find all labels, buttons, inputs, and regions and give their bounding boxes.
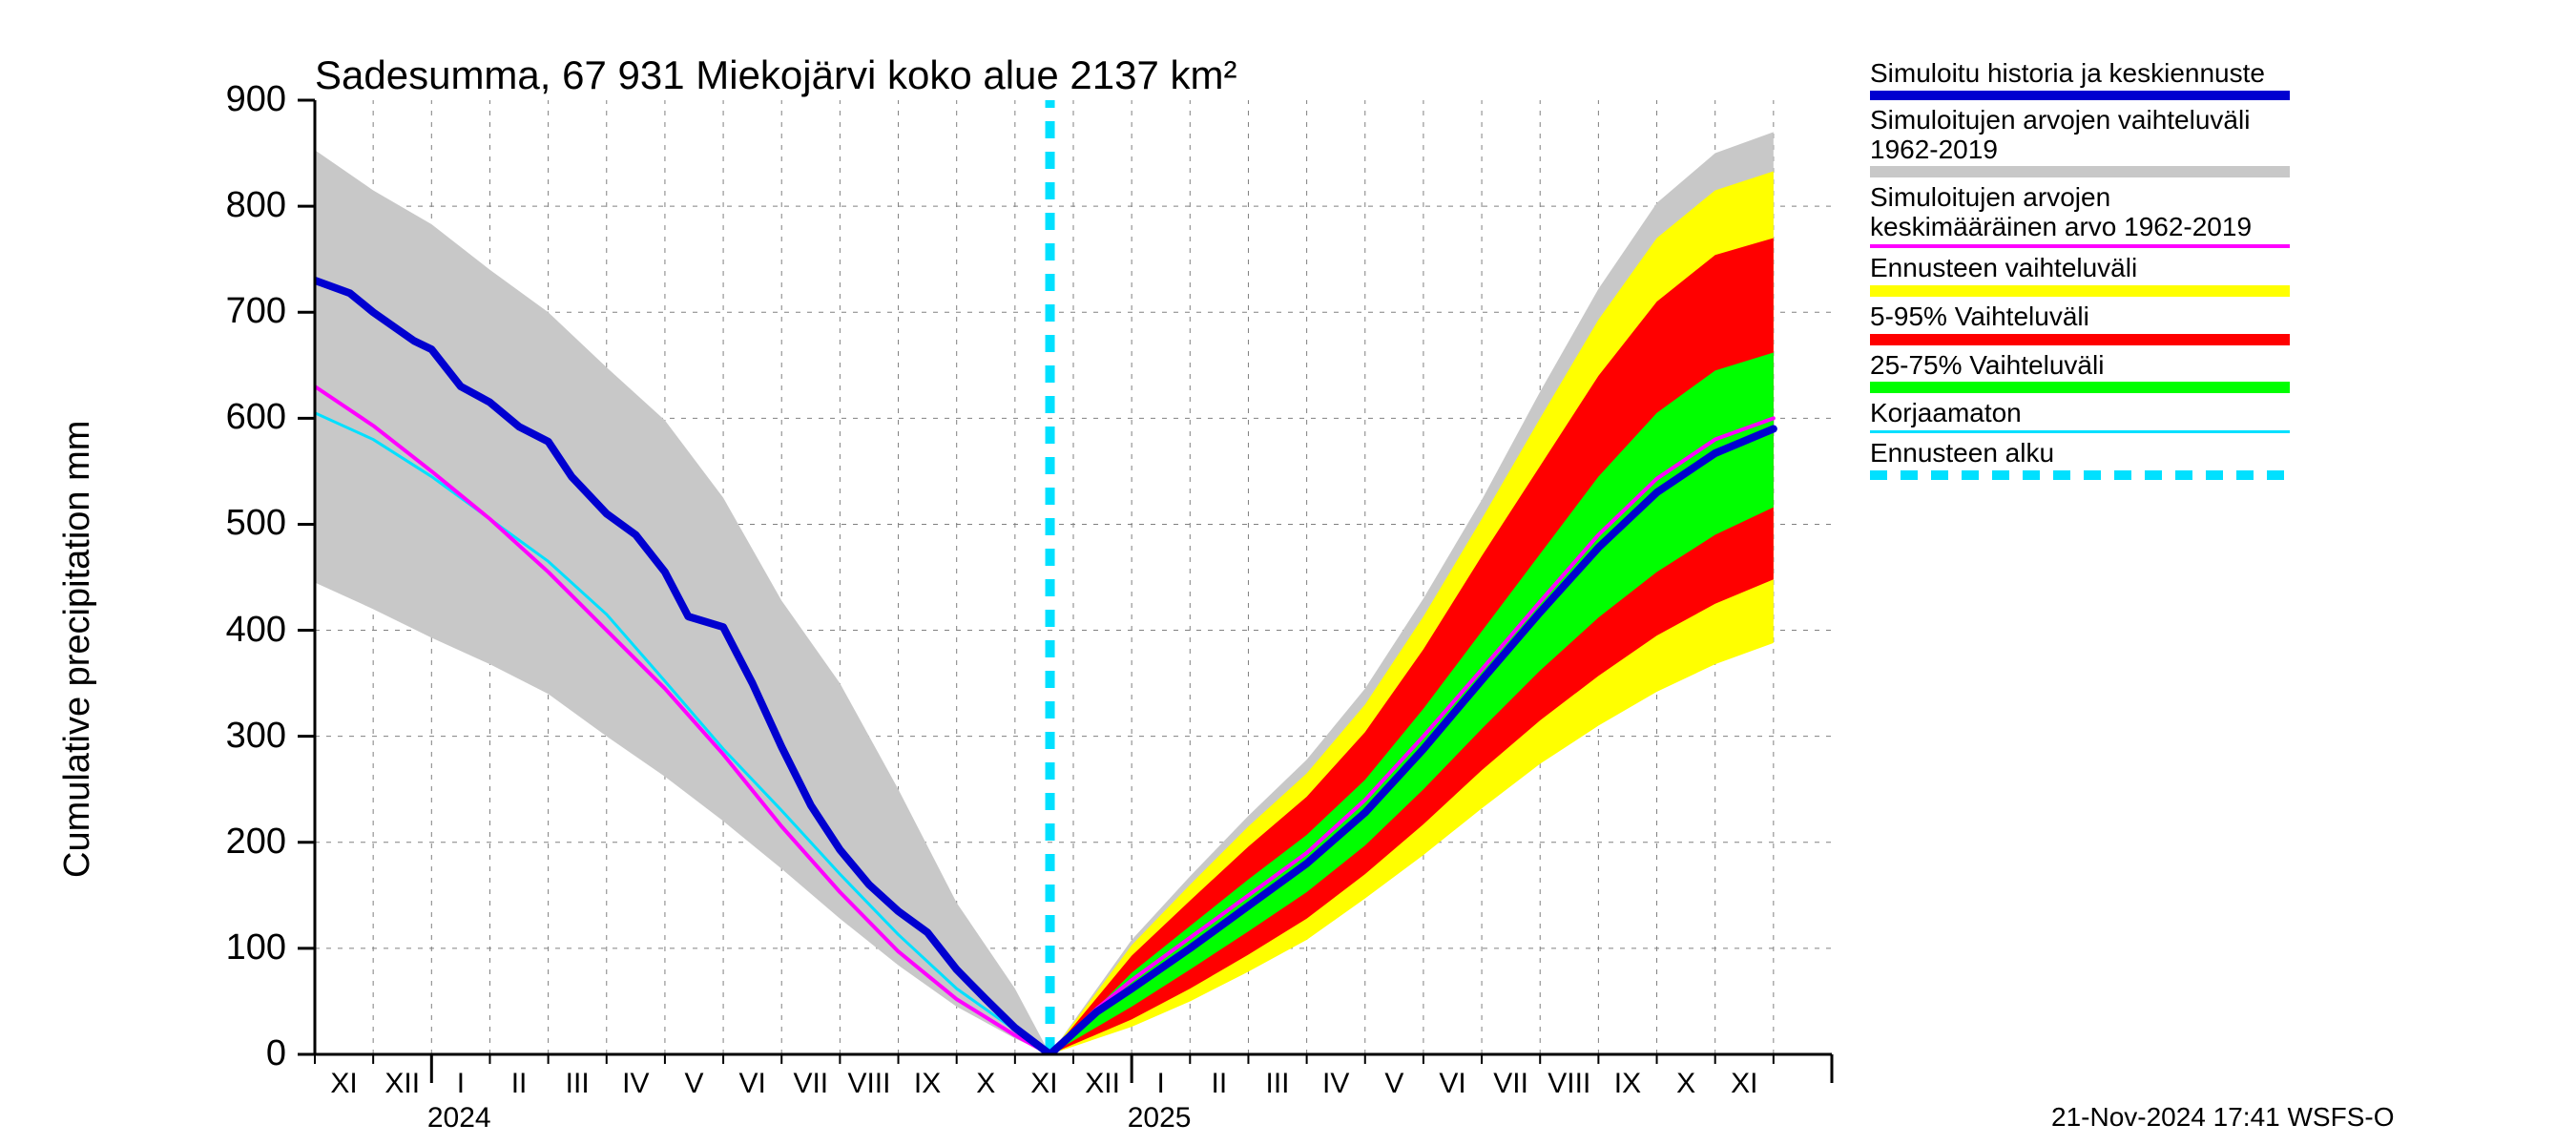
legend-item: Simuloitujen arvojen keskimääräinen arvo… (1870, 183, 2290, 248)
y-tick-label: 500 (200, 503, 286, 544)
legend-item: Ennusteen alku (1870, 439, 2290, 480)
precip-chart: Sadesumma, 67 931 Miekojärvi koko alue 2… (0, 0, 2576, 1145)
x-month-label: VII (1483, 1068, 1540, 1100)
legend-label: 25-75% Vaihteluväli (1870, 351, 2290, 381)
x-month-label: III (1249, 1068, 1306, 1100)
legend-swatch (1870, 166, 2290, 177)
legend-item: 25-75% Vaihteluväli (1870, 351, 2290, 394)
y-tick-label: 300 (200, 716, 286, 757)
x-month-label: XI (1015, 1068, 1072, 1100)
x-month-label: XI (1715, 1068, 1773, 1100)
x-month-label: X (957, 1068, 1014, 1100)
y-tick-label: 600 (200, 397, 286, 438)
x-month-label: I (432, 1068, 489, 1100)
y-tick-label: 100 (200, 927, 286, 968)
x-month-label: VII (782, 1068, 840, 1100)
legend: Simuloitu historia ja keskiennuste Simulo… (1870, 59, 2290, 486)
legend-label: Korjaamaton (1870, 399, 2290, 428)
x-month-label: VI (724, 1068, 781, 1100)
x-month-label: V (666, 1068, 723, 1100)
x-month-label: II (1191, 1068, 1248, 1100)
legend-swatch (1870, 382, 2290, 393)
x-month-label: X (1657, 1068, 1714, 1100)
y-tick-label: 200 (200, 822, 286, 863)
legend-swatch (1870, 470, 2290, 480)
x-year-label: 2025 (1128, 1102, 1192, 1135)
legend-swatch (1870, 244, 2290, 248)
timestamp: 21-Nov-2024 17:41 WSFS-O (2051, 1102, 2395, 1133)
x-month-label: IX (899, 1068, 956, 1100)
x-month-label: XI (316, 1068, 373, 1100)
x-month-label: VIII (1541, 1068, 1598, 1100)
x-month-label: I (1132, 1068, 1190, 1100)
y-tick-label: 800 (200, 185, 286, 226)
x-month-label: II (490, 1068, 548, 1100)
x-month-label: V (1365, 1068, 1423, 1100)
legend-item: Korjaamaton (1870, 399, 2290, 433)
x-month-label: XII (1074, 1068, 1132, 1100)
x-month-label: VI (1424, 1068, 1482, 1100)
legend-label: Simuloitu historia ja keskiennuste (1870, 59, 2290, 89)
legend-item: Simuloitu historia ja keskiennuste (1870, 59, 2290, 100)
x-month-label: III (549, 1068, 606, 1100)
legend-item: Ennusteen vaihteluväli (1870, 254, 2290, 297)
y-tick-label: 700 (200, 291, 286, 332)
x-month-label: IX (1599, 1068, 1656, 1100)
legend-swatch (1870, 285, 2290, 297)
x-month-label: VIII (841, 1068, 898, 1100)
legend-item: Simuloitujen arvojen vaihteluväli 1962-2… (1870, 106, 2290, 178)
legend-swatch (1870, 334, 2290, 345)
legend-label: 5-95% Vaihteluväli (1870, 302, 2290, 332)
legend-label: Ennusteen vaihteluväli (1870, 254, 2290, 283)
x-month-label: IV (1307, 1068, 1364, 1100)
y-tick-label: 900 (200, 79, 286, 120)
y-tick-label: 0 (200, 1033, 286, 1074)
legend-label: Ennusteen alku (1870, 439, 2290, 468)
legend-label: Simuloitujen arvojen keskimääräinen arvo… (1870, 183, 2290, 242)
legend-swatch (1870, 430, 2290, 433)
x-month-label: IV (607, 1068, 664, 1100)
x-year-label: 2024 (427, 1102, 491, 1135)
legend-item: 5-95% Vaihteluväli (1870, 302, 2290, 345)
y-tick-label: 400 (200, 610, 286, 651)
legend-swatch (1870, 91, 2290, 100)
legend-label: Simuloitujen arvojen vaihteluväli 1962-2… (1870, 106, 2290, 165)
x-month-label: XII (374, 1068, 431, 1100)
